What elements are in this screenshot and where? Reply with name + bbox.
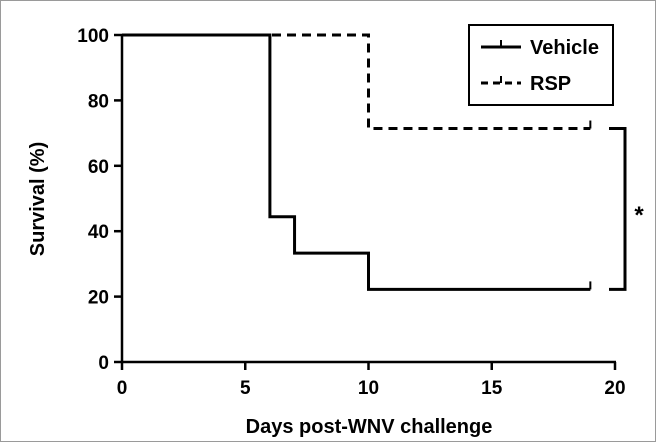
- legend-label-rsp: RSP: [530, 73, 571, 95]
- significance-bracket: [609, 127, 627, 291]
- series-line-rsp: [122, 33, 591, 131]
- y-tick-label: 60: [88, 157, 109, 178]
- legend-label-vehicle: Vehicle: [530, 37, 599, 59]
- y-axis-title: Survival (%): [27, 142, 49, 256]
- y-tick-label: 100: [77, 26, 109, 47]
- x-tick-label: 15: [481, 378, 503, 399]
- series-line-vehicle: [122, 33, 591, 291]
- x-tick-label: 10: [358, 378, 379, 399]
- x-tick-label: 5: [240, 378, 251, 399]
- y-tick-label: 80: [88, 91, 109, 112]
- x-tick-label: 20: [604, 378, 625, 399]
- y-tick-label: 20: [88, 288, 109, 309]
- x-axis-title: Days post-WNV challenge: [246, 416, 493, 438]
- x-tick-label: 0: [117, 378, 128, 399]
- significance-marker: *: [634, 202, 644, 229]
- y-tick-label: 40: [88, 222, 109, 243]
- y-tick-label: 0: [98, 353, 109, 374]
- legend-box: [468, 24, 614, 106]
